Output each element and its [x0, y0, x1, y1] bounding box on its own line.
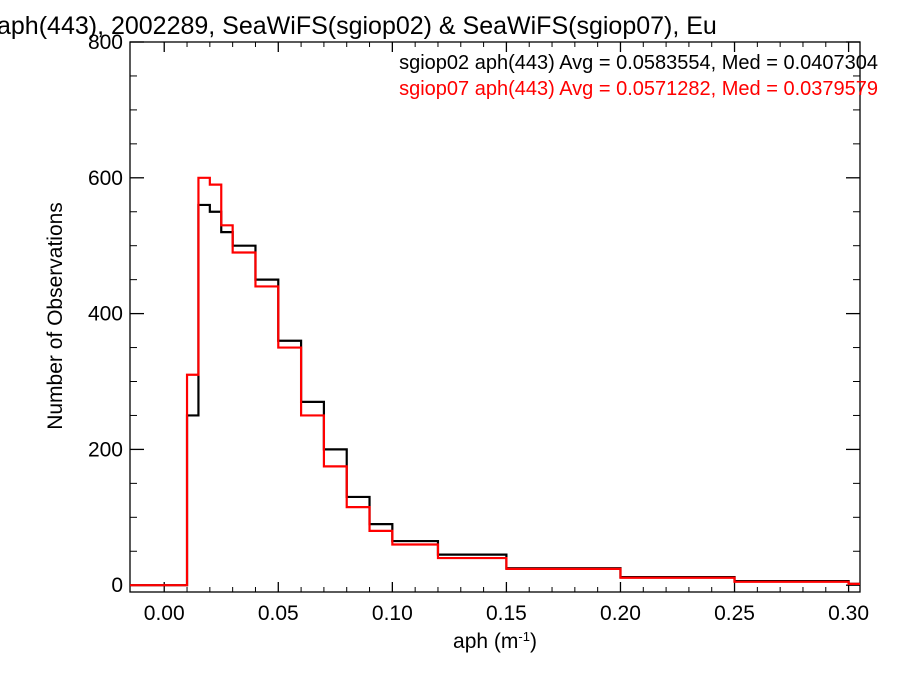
plot-frame	[129, 41, 861, 593]
legend-entry-1: sgiop02 aph(443) Avg = 0.0583554, Med = …	[399, 52, 878, 74]
y-tick-label: 0	[111, 574, 123, 597]
x-tick-label: 0.00	[144, 602, 185, 625]
x-tick-label: 0.15	[486, 602, 527, 625]
x-tick-label: 0.30	[828, 602, 869, 625]
y-tick-label: 200	[88, 438, 123, 461]
y-axis: 0 200 400 600 800	[88, 31, 860, 597]
series-2-histogram	[130, 176, 860, 587]
legend: sgiop02 aph(443) Avg = 0.0583554, Med = …	[399, 52, 878, 100]
x-tick-label: 0.05	[258, 602, 299, 625]
y-tick-label: 600	[88, 167, 123, 190]
x-axis-title: aph (m-1)	[453, 629, 537, 654]
legend-entry-2: sgiop07 aph(443) Avg = 0.0571282, Med = …	[399, 78, 878, 100]
y-tick-label: 400	[88, 303, 123, 326]
x-tick-label: 0.20	[600, 602, 641, 625]
series-1-histogram	[130, 203, 860, 587]
series-layer	[130, 176, 860, 587]
chart-title: aph(443), 2002289, SeaWiFS(sgiop02) & Se…	[0, 12, 717, 40]
x-axis: 0.00 0.05 0.10 0.15 0.20 0.25 0.30	[144, 42, 869, 625]
x-tick-label: 0.10	[372, 602, 413, 625]
y-axis-title: Number of Observations	[44, 202, 67, 430]
x-tick-label: 0.25	[714, 602, 755, 625]
y-tick-label: 800	[88, 31, 123, 54]
